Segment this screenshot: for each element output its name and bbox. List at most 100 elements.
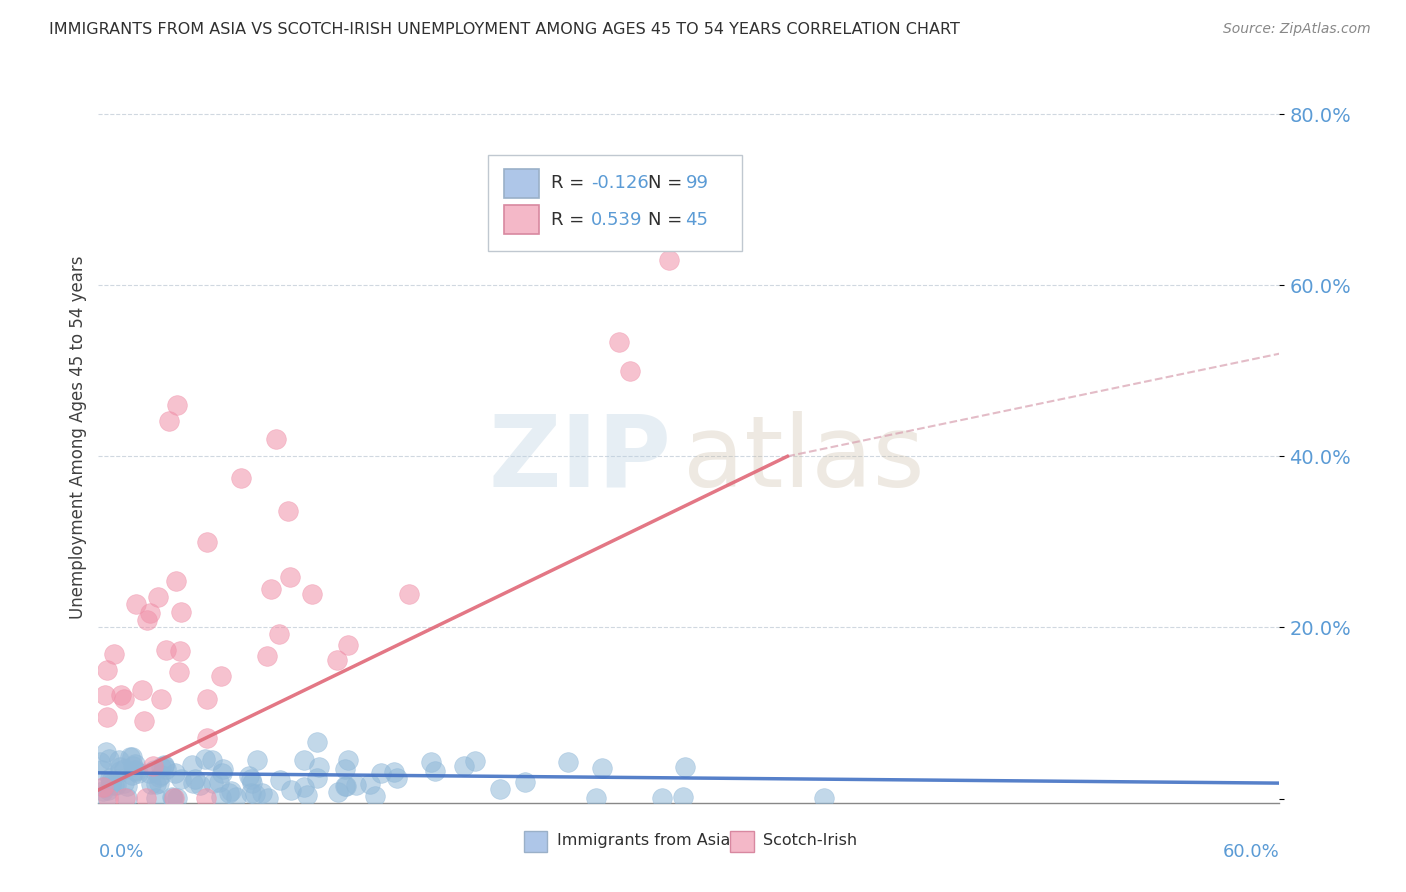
Point <box>240 776 263 790</box>
Point <box>112 775 135 789</box>
Point <box>121 759 143 773</box>
Point <box>219 784 242 798</box>
Point <box>127 766 149 780</box>
Point <box>93 780 115 794</box>
Point <box>149 768 172 782</box>
Point <box>239 786 262 800</box>
Point <box>94 688 117 702</box>
Point <box>591 761 613 775</box>
Text: N =: N = <box>648 174 688 193</box>
Point <box>326 653 349 667</box>
Point <box>658 252 681 267</box>
Point <box>170 605 193 619</box>
Point <box>97 783 120 797</box>
Text: Source: ZipAtlas.com: Source: ZipAtlas.com <box>1223 22 1371 37</box>
Point <box>96 663 118 677</box>
Point <box>141 777 163 791</box>
Text: 45: 45 <box>685 211 709 229</box>
Point <box>112 762 135 776</box>
Point <box>103 647 125 661</box>
Point <box>153 758 176 772</box>
Point <box>166 398 188 412</box>
Point <box>167 665 190 679</box>
Point <box>308 760 330 774</box>
Point <box>138 766 160 780</box>
Point <box>557 756 579 770</box>
Point <box>256 649 278 664</box>
Point <box>489 782 512 797</box>
Point <box>307 771 329 785</box>
Point <box>162 790 184 805</box>
Point <box>294 780 316 794</box>
Point <box>145 790 167 805</box>
Point <box>292 752 315 766</box>
Point <box>142 764 165 778</box>
Point <box>398 587 420 601</box>
Text: ZIP: ZIP <box>488 410 671 508</box>
Point <box>93 780 115 794</box>
Point <box>96 745 118 759</box>
Point <box>280 783 302 797</box>
Point <box>114 790 136 805</box>
Point <box>225 789 247 804</box>
Point <box>169 644 191 658</box>
Point <box>148 590 170 604</box>
Point <box>149 692 172 706</box>
Point <box>131 683 153 698</box>
Point <box>145 777 167 791</box>
Point <box>212 762 235 776</box>
Point <box>124 757 146 772</box>
Point <box>250 786 273 800</box>
Point <box>100 777 122 791</box>
Point <box>337 753 360 767</box>
Point <box>326 785 349 799</box>
Point <box>423 764 446 778</box>
Point <box>246 753 269 767</box>
Point <box>813 790 835 805</box>
Point <box>163 790 186 805</box>
Point <box>124 763 146 777</box>
Point <box>132 714 155 728</box>
Point <box>180 757 202 772</box>
Point <box>166 790 188 805</box>
Point <box>188 778 211 792</box>
Point <box>170 772 193 786</box>
Point <box>90 763 112 777</box>
Point <box>218 786 240 800</box>
Point <box>277 504 299 518</box>
Point <box>513 775 536 789</box>
Point <box>121 750 143 764</box>
Point <box>181 776 204 790</box>
Point <box>91 784 114 798</box>
Point <box>382 764 405 779</box>
Point <box>155 642 177 657</box>
Point <box>260 582 283 596</box>
Point <box>121 768 143 782</box>
Text: N =: N = <box>648 211 688 229</box>
Point <box>165 574 187 588</box>
Point <box>269 773 291 788</box>
Point <box>243 787 266 801</box>
Point <box>118 749 141 764</box>
FancyBboxPatch shape <box>503 205 538 235</box>
Point <box>607 335 630 350</box>
Point <box>184 772 207 786</box>
Text: 99: 99 <box>685 174 709 193</box>
Point <box>297 788 319 802</box>
Point <box>148 776 170 790</box>
Point <box>195 731 218 746</box>
Point <box>98 752 121 766</box>
Point <box>211 765 233 780</box>
Text: R =: R = <box>551 174 589 193</box>
Point <box>238 769 260 783</box>
Point <box>89 755 111 769</box>
Point <box>135 790 157 805</box>
Point <box>619 364 641 378</box>
Text: 0.539: 0.539 <box>591 211 643 229</box>
Text: 60.0%: 60.0% <box>1223 843 1279 861</box>
Text: -0.126: -0.126 <box>591 174 648 193</box>
Point <box>267 626 290 640</box>
Point <box>148 770 170 784</box>
Point <box>112 691 135 706</box>
Text: R =: R = <box>551 211 589 229</box>
